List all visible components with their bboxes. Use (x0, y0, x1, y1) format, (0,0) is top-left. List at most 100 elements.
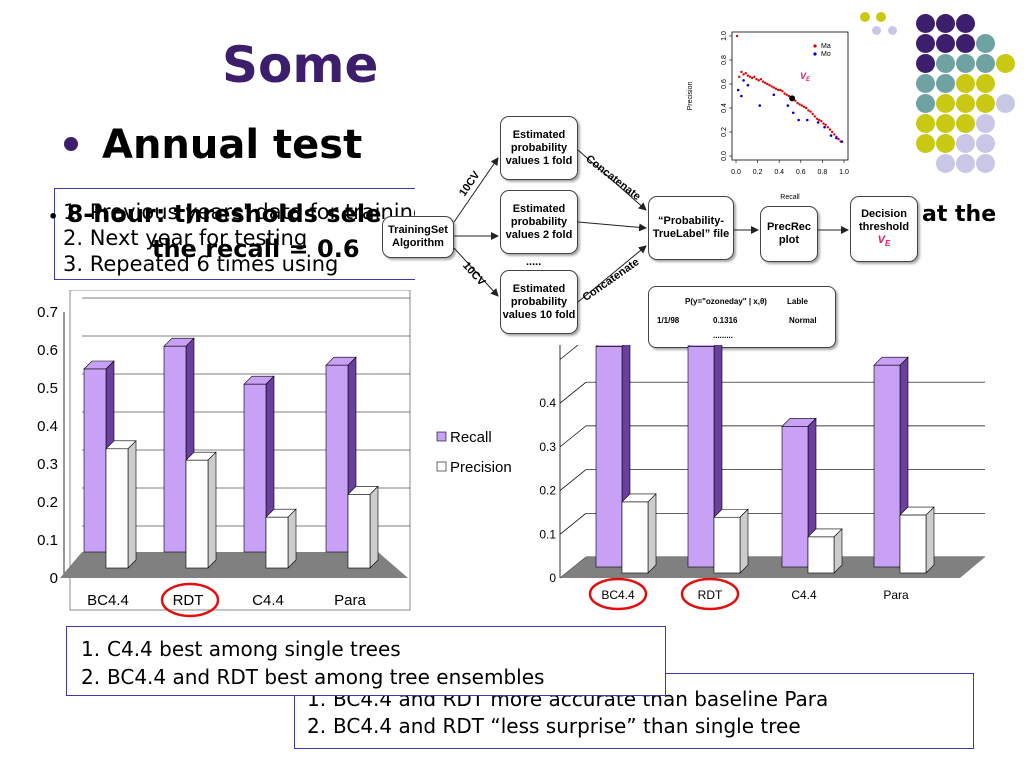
pr-curve-plot: 0.0 0.2 0.4 0.6 0.8 1.0 0.0 0.2 0.4 0.6 0.8 1.0 Rec… (680, 22, 860, 202)
dot (976, 94, 995, 113)
bullet-dot (64, 137, 78, 151)
slide-subtitle: Annual test (102, 122, 363, 168)
right-ytick-label: 0 (549, 571, 556, 585)
right-grid-diagonal (559, 345, 579, 360)
right-bar-precision (621, 493, 657, 574)
notes-left-item-1: 1. C4.4 best among single trees (81, 635, 544, 663)
pr-ytick-label: 0.6 (721, 79, 728, 89)
dot (876, 12, 886, 22)
flow-training-box: TrainingSet Algorithm (382, 216, 454, 258)
dot (936, 154, 955, 173)
pr-plot-frame (731, 31, 849, 161)
pr-xtick-label: 0.8 (818, 169, 828, 176)
dot (976, 154, 995, 173)
dot (976, 74, 995, 93)
pr-xtick-label: 0.4 (774, 169, 784, 176)
left-xtick-label: BC4.4 (87, 592, 129, 609)
flow-probfile-label: “Probability-TrueLabel” file (652, 215, 730, 240)
pr-ytick-label: 0.2 (721, 127, 728, 137)
right-bar-precision-front (899, 514, 927, 574)
flow-fold1-box: Estimated probability values 1 fold (500, 116, 578, 180)
dot (956, 134, 975, 153)
right-ytick-label: 0.4 (539, 396, 556, 410)
dot (996, 94, 1015, 113)
right-bar-precision (807, 528, 843, 574)
pr-point-mo (740, 94, 743, 98)
pr-point-ma (744, 72, 747, 75)
pr-ytick-label: 1.0 (721, 31, 728, 41)
dot (936, 134, 955, 153)
left-ytick-label: 0.6 (37, 342, 58, 359)
pr-point-ma (820, 120, 823, 123)
left-ytick-label: 0.2 (37, 494, 58, 511)
dot (976, 134, 995, 153)
dot (888, 26, 897, 35)
pr-ytick-label: 0.8 (721, 55, 728, 65)
right-bar-chart: 0 0.1 0.2 0.3 0.4 BC4.4 RDT C4.4 Para (539, 345, 985, 611)
pr-point-ma (766, 82, 769, 86)
pr-xtick-label: 0.0 (731, 169, 741, 176)
pr-point-ma (815, 117, 819, 121)
pr-point-mo (835, 136, 838, 140)
pr-xtick-label: 0.6 (796, 169, 806, 176)
flow-fold10-box: Estimated probability values 10 fold (500, 270, 578, 334)
right-ytick-label: 0.2 (539, 484, 556, 498)
right-grid-diagonal (559, 513, 587, 535)
dot (976, 34, 995, 53)
list-item: 2. Next year for testing (63, 226, 308, 250)
pr-point-ma (768, 84, 771, 87)
pr-point-ma (757, 79, 760, 82)
pr-point-ma (748, 75, 752, 78)
flow-ellipsis: ..... (526, 256, 542, 268)
pr-point-ma (740, 70, 743, 74)
pr-point-ma (761, 80, 765, 83)
right-xtick-label: RDT (698, 588, 723, 602)
dot (956, 154, 975, 173)
table-head-p: P(y="ozoneday" | x,θ) (685, 297, 767, 306)
legend-recall: Recall (450, 429, 492, 446)
flow-precrec-box: PrecRec plot (760, 206, 818, 262)
table-row-p: 0.1316 (713, 316, 738, 325)
threshold-line2: the recall = 0.6 (152, 235, 360, 263)
table-row-label: Normal (789, 316, 817, 325)
dot (916, 74, 935, 93)
pr-point-ma (785, 93, 788, 97)
legend-precision-swatch (436, 461, 447, 472)
dot (936, 54, 955, 73)
flow-fold1-label: Estimated probability values 1 fold (505, 128, 573, 167)
right-bar-recall-front (687, 346, 715, 568)
pr-point-ma (837, 138, 840, 141)
pr-point-ma (742, 73, 745, 76)
left-bar-recall-front (243, 383, 267, 553)
pr-point-mo (823, 125, 826, 129)
pr-point-ma (746, 74, 750, 77)
pr-xlabel: Recall (780, 194, 800, 201)
pr-point-mo (758, 104, 762, 107)
probability-table-scroll: P(y="ozoneday" | x,θ) Lable 1/1/98 0.131… (648, 286, 836, 348)
dot (872, 26, 881, 35)
right-bar-precision-front (807, 536, 835, 574)
pr-point-ma (817, 118, 821, 122)
right-bar-precision-front (713, 516, 741, 574)
left-xtick-label: RDT (173, 592, 204, 609)
flow-arrows (453, 149, 849, 303)
notes-left-num-1: 1. (81, 637, 101, 661)
right-xtick-label: BC4.4 (601, 588, 635, 602)
pr-point-ma (798, 103, 801, 106)
left-chart-floor (60, 552, 408, 578)
pr-point-mo (772, 93, 776, 97)
right-bar-precision (899, 506, 935, 574)
pr-point-ma (755, 78, 758, 81)
notes-left-box: 1. C4.4 best among single trees 2. BC4.4 a… (66, 626, 666, 696)
dot (936, 74, 955, 93)
pr-point-ma (828, 128, 832, 131)
flow-decision-label: Decision threshold (858, 207, 910, 233)
legend-recall-swatch (436, 431, 447, 442)
notes-right-text-2: BC4.4 and RDT “less surprise” than singl… (333, 714, 801, 738)
left-bar-precision-side (207, 451, 217, 569)
pr-point-ma (809, 110, 812, 113)
pr-highlight-point (789, 95, 796, 102)
pr-ve-annotation: VE (800, 71, 811, 83)
pr-point-mo (746, 83, 750, 87)
flow-decision-box: Decision threshold VE (850, 196, 918, 262)
